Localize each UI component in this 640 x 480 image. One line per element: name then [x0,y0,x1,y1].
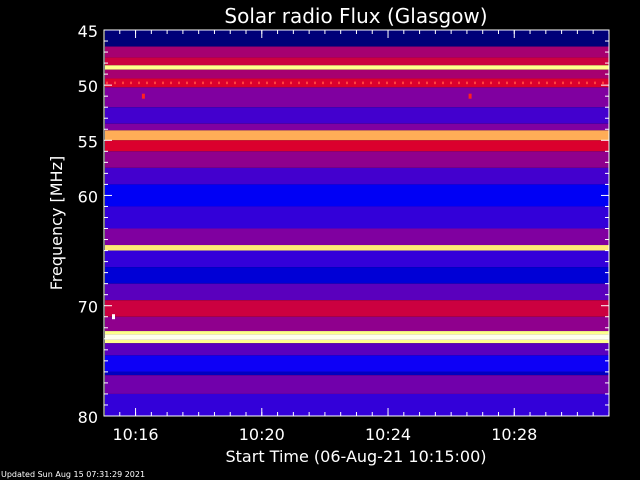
y-tick-label: 55 [78,132,98,151]
y-tick-label: 70 [78,298,98,317]
heatmap-band-3 [105,65,609,70]
heatmap-band-6 [105,87,609,108]
heatmap-band-14 [105,206,609,229]
heatmap-band-9 [105,130,609,141]
heatmap-band-13 [105,184,609,207]
heatmap-band-23 [105,334,609,340]
x-tick-label: 10:24 [365,425,411,444]
heatmap-band-26 [105,355,609,372]
heatmap-spot-3 [112,314,115,320]
heatmap-band-12 [105,167,609,185]
heatmap-band-21 [105,316,609,332]
heatmap-band-4 [105,69,609,79]
y-tick-label: 80 [78,408,98,427]
y-tick-label: 45 [78,22,98,41]
heatmap-features [106,81,607,320]
heatmap-band-29 [105,393,609,416]
heatmap-band-17 [105,250,609,268]
heatmap-band-24 [105,339,609,344]
heatmap-band-19 [105,283,609,301]
heatmap-spot-1 [141,93,145,99]
heatmap-band-25 [105,343,609,356]
heatmap-band-18 [105,267,609,284]
heatmap-band-22 [105,331,609,335]
x-axis-label: Start Time (06-Aug-21 10:15:00) [226,447,487,466]
heatmap-band-8 [105,123,609,131]
updated-timestamp: Updated Sun Aug 15 07:31:29 2021 [1,470,146,479]
heatmap-band-20 [105,300,609,317]
heatmap-band-2 [105,57,609,66]
y-tick-label: 60 [78,187,98,206]
heatmap-band-1 [105,46,609,58]
heatmap-band-0 [105,30,609,47]
y-tick-label: 50 [78,77,98,96]
x-tick-label: 10:28 [491,425,537,444]
x-tick-label: 10:16 [113,425,159,444]
heatmap-band-11 [105,151,609,168]
chart-title: Solar radio Flux (Glasgow) [224,4,487,28]
heatmap-band-7 [105,107,609,124]
heatmap-band-10 [105,140,609,152]
x-tick-label: 10:20 [239,425,285,444]
heatmap-band-27 [105,371,609,376]
heatmap-band-15 [105,228,609,246]
heatmap-band-5 [105,78,609,88]
y-axis-label: Frequency [MHz] [47,156,66,290]
heatmap-band-16 [105,245,609,251]
heatmap-spot-2 [468,93,472,99]
heatmap-band-28 [105,375,609,394]
heatmap-bands [105,30,609,416]
axis-ticks: 45 50 55 60 70 80 10:16 10:20 10:24 10:28 [78,22,610,444]
